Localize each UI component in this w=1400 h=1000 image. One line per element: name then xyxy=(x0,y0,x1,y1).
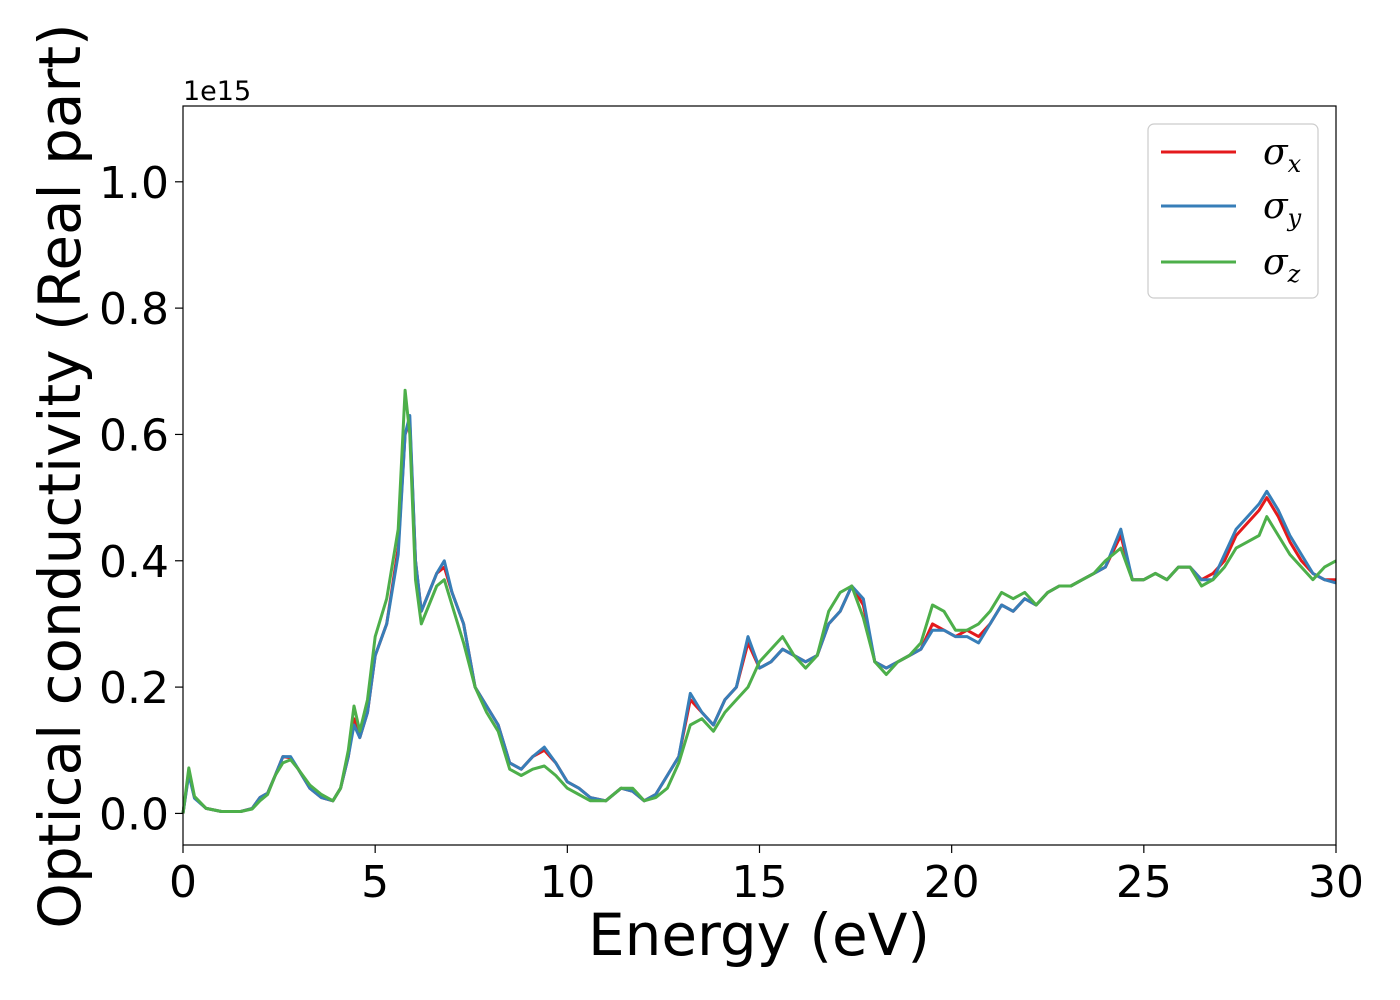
y-axis-label: Optical conductivity (Real part) xyxy=(26,23,94,928)
x-tick-label: 5 xyxy=(361,857,389,908)
x-tick-label: 20 xyxy=(924,857,980,908)
x-tick-label: 0 xyxy=(169,857,197,908)
plot-frame xyxy=(182,105,1337,846)
series-lines xyxy=(181,388,1337,814)
x-axis-label: Energy (eV) xyxy=(588,901,930,969)
y-tick-label: 0.8 xyxy=(99,284,169,335)
y-tick-label: 0.6 xyxy=(99,410,169,461)
y-offset-text: 1e15 xyxy=(183,76,251,107)
legend-box xyxy=(1147,123,1319,299)
x-tick-label: 10 xyxy=(539,857,595,908)
legend: σx σy σz xyxy=(1147,123,1319,299)
x-axis-ticks: 0 5 10 15 20 25 30 xyxy=(169,845,1364,908)
series-line-sigma-z xyxy=(181,388,1337,814)
y-tick-label: 0.0 xyxy=(99,789,169,840)
x-tick-label: 15 xyxy=(732,857,788,908)
x-tick-label: 25 xyxy=(1116,857,1172,908)
plot-area xyxy=(183,106,1336,845)
x-tick-label: 30 xyxy=(1308,857,1364,908)
y-axis-ticks: 0.0 0.2 0.4 0.6 0.8 1.0 xyxy=(99,158,183,840)
y-tick-label: 0.4 xyxy=(99,537,169,588)
y-tick-label: 1.0 xyxy=(99,158,169,209)
y-tick-label: 0.2 xyxy=(99,663,169,714)
